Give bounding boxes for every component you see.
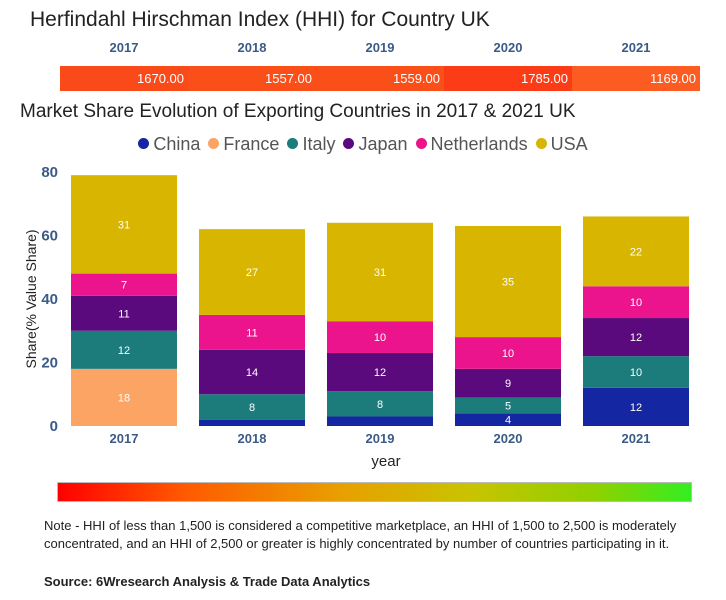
data-label: 12 bbox=[630, 402, 642, 414]
data-label: 8 bbox=[377, 399, 383, 411]
legend-label: France bbox=[223, 134, 280, 154]
bar-segment-usa-2020 bbox=[455, 225, 561, 338]
data-label: 12 bbox=[374, 367, 386, 379]
hhi-value-2018: 1557.00 bbox=[188, 66, 316, 91]
legend-dot-icon bbox=[415, 138, 427, 149]
legend-item-france: France bbox=[208, 134, 279, 155]
legend-dot-icon bbox=[138, 138, 150, 149]
legend-label: Japan bbox=[358, 134, 408, 154]
data-label: 11 bbox=[246, 327, 257, 339]
chart-title: Market Share Evolution of Exporting Coun… bbox=[20, 101, 576, 122]
data-label: 31 bbox=[118, 219, 130, 231]
hhi-year-2020: 2020 bbox=[493, 40, 523, 55]
hhi-color-scale bbox=[57, 482, 692, 502]
bar-segment-netherlands-2018 bbox=[199, 314, 305, 350]
bar-segment-china-2018 bbox=[199, 419, 305, 426]
y-tick-label: 0 bbox=[50, 418, 58, 435]
x-axis-label: year bbox=[371, 453, 400, 470]
data-label: 10 bbox=[630, 367, 642, 379]
hhi-year-2019: 2019 bbox=[365, 40, 395, 55]
y-tick-label: 60 bbox=[41, 228, 58, 245]
data-label: 10 bbox=[630, 297, 642, 309]
bar-segment-japan-2018 bbox=[199, 349, 305, 395]
legend-dot-icon bbox=[287, 138, 299, 149]
footer-source: Source: 6Wresearch Analysis & Trade Data… bbox=[44, 574, 371, 589]
data-label: 10 bbox=[374, 332, 386, 344]
hhi-value-bar: 1670.00 1557.00 1559.00 1785.00 1169.00 bbox=[60, 66, 700, 91]
bar-segment-netherlands-2020 bbox=[455, 337, 561, 369]
legend-item-netherlands: Netherlands bbox=[415, 134, 528, 155]
bar-segment-netherlands-2021 bbox=[583, 286, 689, 319]
data-label: 22 bbox=[630, 246, 642, 258]
bar-segment-china-2021 bbox=[583, 387, 689, 426]
stacked-bar-chart: 0 20 40 60 80 Share(% Value Share) 18 12 11 7 31 20… bbox=[23, 164, 689, 470]
hhi-value-2019: 1559.00 bbox=[316, 66, 444, 91]
legend-dot-icon bbox=[343, 138, 355, 149]
legend-label: USA bbox=[550, 134, 588, 154]
hhi-value-2017: 1670.00 bbox=[60, 66, 188, 91]
y-tick-label: 20 bbox=[41, 355, 58, 372]
chart-legend: China France Italy Japan Netherlands USA bbox=[0, 134, 726, 158]
legend-label: Netherlands bbox=[430, 134, 528, 154]
hhi-year-2017: 2017 bbox=[109, 40, 139, 55]
data-label: 18 bbox=[118, 392, 130, 404]
legend-item-usa: USA bbox=[535, 134, 588, 155]
x-tick-label: 2021 bbox=[622, 431, 651, 446]
legend-label: Italy bbox=[302, 134, 336, 154]
bar-segment-italy-2020 bbox=[455, 397, 561, 414]
hhi-title: Herfindahl Hirschman Index (HHI) for Cou… bbox=[30, 8, 490, 31]
bar-segment-italy-2017 bbox=[71, 330, 177, 369]
data-label: 4 bbox=[505, 415, 511, 427]
x-tick-label: 2020 bbox=[494, 431, 523, 446]
y-tick-label: 40 bbox=[41, 291, 58, 308]
data-label: 12 bbox=[630, 332, 642, 344]
x-tick-label: 2019 bbox=[366, 431, 395, 446]
bar-segment-netherlands-2017 bbox=[71, 273, 177, 296]
data-label: 27 bbox=[246, 267, 258, 279]
bar-segment-italy-2019 bbox=[327, 391, 433, 417]
bar-segment-usa-2018 bbox=[199, 229, 305, 315]
y-axis-label: Share(% Value Share) bbox=[23, 229, 39, 368]
bar-segment-japan-2021 bbox=[583, 318, 689, 357]
bar-segment-usa-2017 bbox=[71, 175, 177, 274]
legend-dot-icon bbox=[535, 138, 547, 149]
x-tick-label: 2018 bbox=[238, 431, 267, 446]
data-label: 11 bbox=[118, 308, 129, 320]
hhi-value-2021: 1169.00 bbox=[572, 66, 700, 91]
bar-segment-italy-2018 bbox=[199, 394, 305, 420]
bar-segment-usa-2019 bbox=[327, 222, 433, 322]
legend-item-italy: Italy bbox=[287, 134, 335, 155]
hhi-year-2021: 2021 bbox=[621, 40, 651, 55]
legend-label: China bbox=[153, 134, 201, 154]
data-label: 8 bbox=[249, 402, 255, 414]
bar-segment-italy-2021 bbox=[583, 356, 689, 388]
data-label: 10 bbox=[502, 348, 514, 360]
bar-segment-japan-2017 bbox=[71, 295, 177, 331]
bar-segment-france-2017 bbox=[71, 368, 177, 426]
legend-item-china: China bbox=[138, 134, 200, 155]
legend-dot-icon bbox=[208, 138, 220, 149]
footer-note: Note - HHI of less than 1,500 is conside… bbox=[44, 518, 677, 551]
data-label: 35 bbox=[502, 277, 514, 289]
hhi-year-row: 2017 2018 2019 2020 2021 bbox=[60, 40, 700, 58]
bar-segment-japan-2019 bbox=[327, 352, 433, 392]
hhi-value-2020: 1785.00 bbox=[444, 66, 572, 91]
bar-segment-japan-2020 bbox=[455, 368, 561, 398]
legend-item-japan: Japan bbox=[343, 134, 408, 155]
bar-segment-china-2020 bbox=[455, 413, 561, 426]
data-label: 14 bbox=[246, 367, 258, 379]
data-label: 31 bbox=[374, 267, 386, 279]
data-label: 9 bbox=[505, 378, 511, 390]
data-label: 12 bbox=[118, 345, 130, 357]
bar-segment-netherlands-2019 bbox=[327, 321, 433, 353]
hhi-year-2018: 2018 bbox=[237, 40, 267, 55]
y-tick-label: 80 bbox=[41, 164, 58, 181]
bar-segment-china-2019 bbox=[327, 416, 433, 426]
x-tick-label: 2017 bbox=[110, 431, 139, 446]
data-label: 7 bbox=[121, 280, 127, 292]
data-label: 5 bbox=[505, 400, 511, 412]
bar-segment-usa-2021 bbox=[583, 216, 689, 287]
